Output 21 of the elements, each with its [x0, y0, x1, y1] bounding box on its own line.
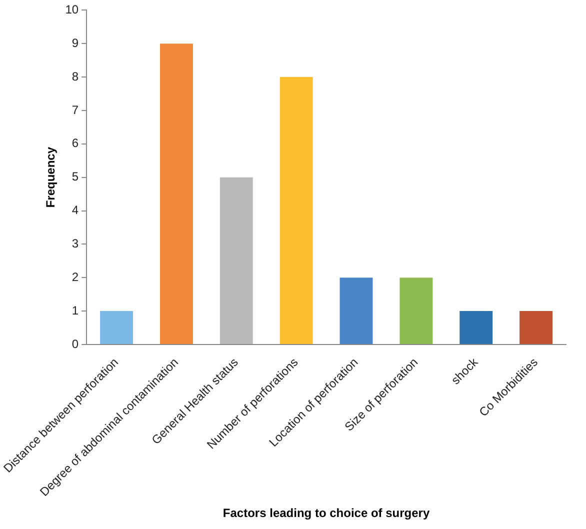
y-tick-label: 0: [72, 336, 79, 351]
x-axis-title: Factors leading to choice of surgery: [222, 506, 430, 520]
y-tick-label: 5: [72, 170, 79, 184]
y-tick-label: 8: [72, 69, 79, 84]
bar: [100, 311, 134, 344]
bar: [520, 311, 553, 344]
bar: [460, 311, 493, 344]
bar: [400, 278, 433, 344]
bar: [220, 177, 253, 344]
y-tick-label: 10: [65, 2, 79, 17]
y-axis-title: Frequency: [43, 146, 58, 208]
bar: [160, 44, 193, 344]
y-tick-label: 6: [72, 136, 79, 150]
y-tick-label: 2: [72, 270, 79, 284]
y-tick-label: 9: [72, 36, 79, 50]
y-tick-label: 4: [72, 203, 79, 218]
bar: [340, 278, 373, 344]
y-tick-label: 1: [72, 303, 79, 318]
y-tick-label: 3: [72, 236, 79, 250]
y-tick-label: 7: [72, 102, 79, 117]
bar: [280, 77, 313, 344]
